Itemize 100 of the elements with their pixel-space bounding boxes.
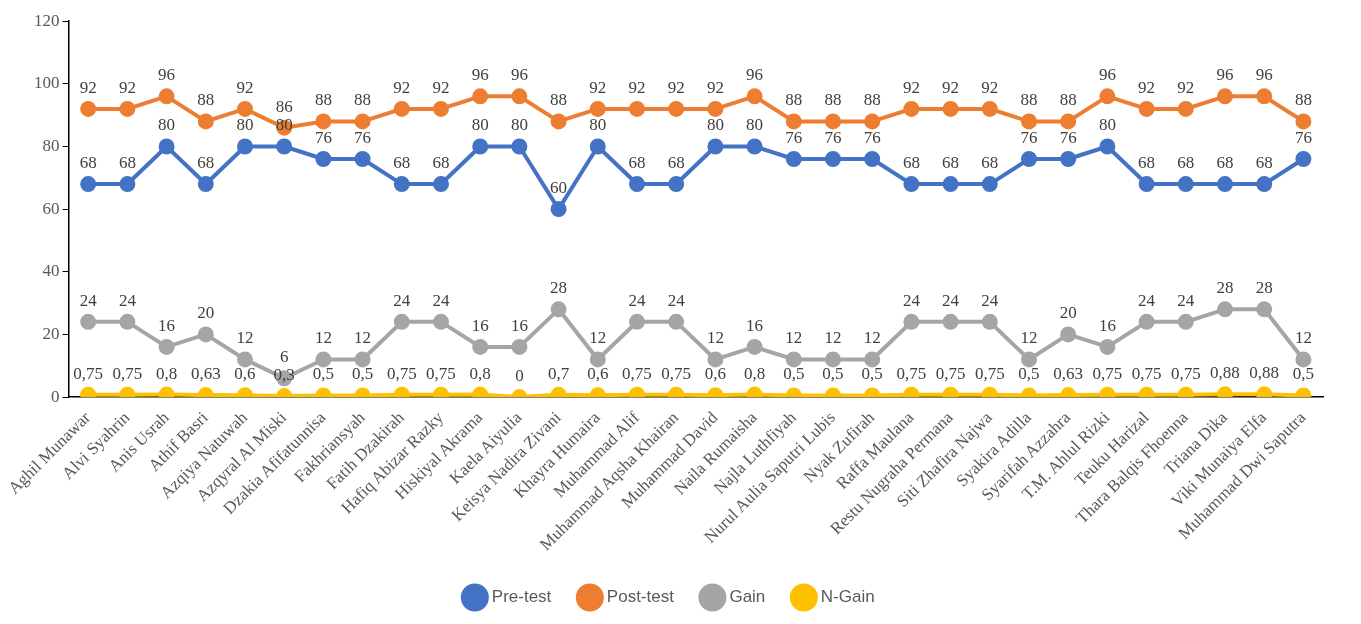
point — [393, 100, 410, 117]
data-label: 80 — [746, 115, 764, 135]
point — [236, 138, 253, 155]
point — [746, 138, 763, 155]
data-label: 16 — [158, 315, 176, 335]
point — [707, 351, 724, 368]
point — [903, 386, 920, 398]
y-tick-label: 120 — [34, 10, 60, 30]
data-label: 28 — [1216, 278, 1234, 298]
point — [158, 138, 175, 155]
point — [236, 100, 253, 117]
data-label: 88 — [863, 90, 881, 110]
point — [119, 386, 136, 398]
point — [1177, 313, 1194, 330]
data-label: 88 — [354, 90, 372, 110]
data-label: 12 — [1294, 328, 1312, 348]
data-label: 76 — [314, 127, 332, 147]
data-label: 28 — [550, 278, 568, 298]
data-label: 0,88 — [1249, 363, 1280, 383]
point — [825, 113, 841, 130]
point — [1099, 88, 1116, 105]
point — [80, 176, 97, 193]
point — [981, 313, 998, 330]
data-label: 68 — [1216, 153, 1234, 173]
point — [197, 326, 214, 343]
data-label: 96 — [746, 65, 764, 85]
data-label: 88 — [550, 90, 568, 110]
point — [1217, 176, 1233, 193]
data-label: 96 — [471, 65, 489, 85]
data-label: 0,3 — [273, 365, 295, 385]
data-label: 0,5 — [861, 364, 883, 384]
data-label: 0,63 — [1053, 364, 1084, 384]
point — [1099, 386, 1116, 398]
data-label: 68 — [667, 153, 685, 173]
data-label: 20 — [1059, 303, 1077, 323]
data-label: 88 — [1059, 90, 1077, 110]
point — [1256, 386, 1273, 398]
point — [707, 138, 724, 155]
data-label: 0,75 — [935, 363, 966, 383]
point — [315, 151, 332, 168]
point — [1256, 301, 1273, 318]
point — [276, 138, 293, 155]
data-label: 68 — [942, 153, 960, 173]
data-label: 92 — [981, 77, 999, 97]
data-label: 60 — [550, 178, 568, 198]
point — [1295, 351, 1312, 368]
point — [629, 386, 645, 398]
point — [1256, 176, 1273, 193]
data-label: 0,75 — [974, 363, 1005, 383]
data-label: 0,5 — [312, 364, 335, 384]
data-label: 96 — [510, 65, 528, 85]
data-label: 92 — [236, 77, 254, 97]
point — [354, 151, 371, 168]
point — [629, 100, 645, 117]
data-label: 92 — [902, 77, 920, 97]
data-label: 80 — [706, 115, 724, 135]
legend-label: N-Gain — [820, 587, 875, 607]
point — [472, 138, 489, 155]
point — [942, 313, 959, 330]
data-label: 12 — [236, 328, 254, 348]
point — [942, 386, 959, 398]
data-label: 12 — [706, 328, 724, 348]
data-label: 68 — [628, 153, 646, 173]
point — [629, 176, 645, 193]
data-label: 68 — [1177, 153, 1195, 173]
point — [707, 100, 724, 117]
point — [981, 176, 998, 193]
data-label: 24 — [393, 290, 411, 310]
point — [197, 176, 214, 193]
point — [1099, 138, 1116, 155]
data-label: 88 — [785, 90, 803, 110]
data-label: 0,5 — [351, 364, 374, 384]
data-label: 68 — [79, 153, 97, 173]
point — [472, 338, 489, 355]
point — [746, 386, 763, 398]
data-label: 0,5 — [783, 364, 805, 384]
point — [1021, 351, 1037, 368]
data-label: 0 — [515, 366, 524, 386]
data-label: 0,5 — [822, 364, 844, 384]
data-label: 68 — [1138, 153, 1156, 173]
data-label: 0,5 — [1018, 364, 1040, 384]
point — [785, 113, 802, 130]
data-label: 0,75 — [112, 363, 143, 383]
data-label: 92 — [79, 77, 97, 97]
legend-label: Gain — [729, 587, 766, 607]
data-label: 12 — [863, 328, 881, 348]
point — [197, 113, 214, 130]
y-tick-label: 100 — [34, 73, 60, 93]
point — [236, 351, 253, 368]
data-label: 80 — [510, 115, 528, 135]
data-label: 16 — [471, 315, 489, 335]
data-label: 0,8 — [469, 363, 491, 383]
point — [550, 301, 567, 318]
data-label: 68 — [902, 153, 920, 173]
data-label: 76 — [1020, 127, 1038, 147]
data-label: 92 — [628, 77, 646, 97]
point — [511, 338, 528, 355]
point — [354, 113, 371, 130]
data-label: 0,75 — [1170, 363, 1201, 383]
point — [629, 313, 645, 330]
